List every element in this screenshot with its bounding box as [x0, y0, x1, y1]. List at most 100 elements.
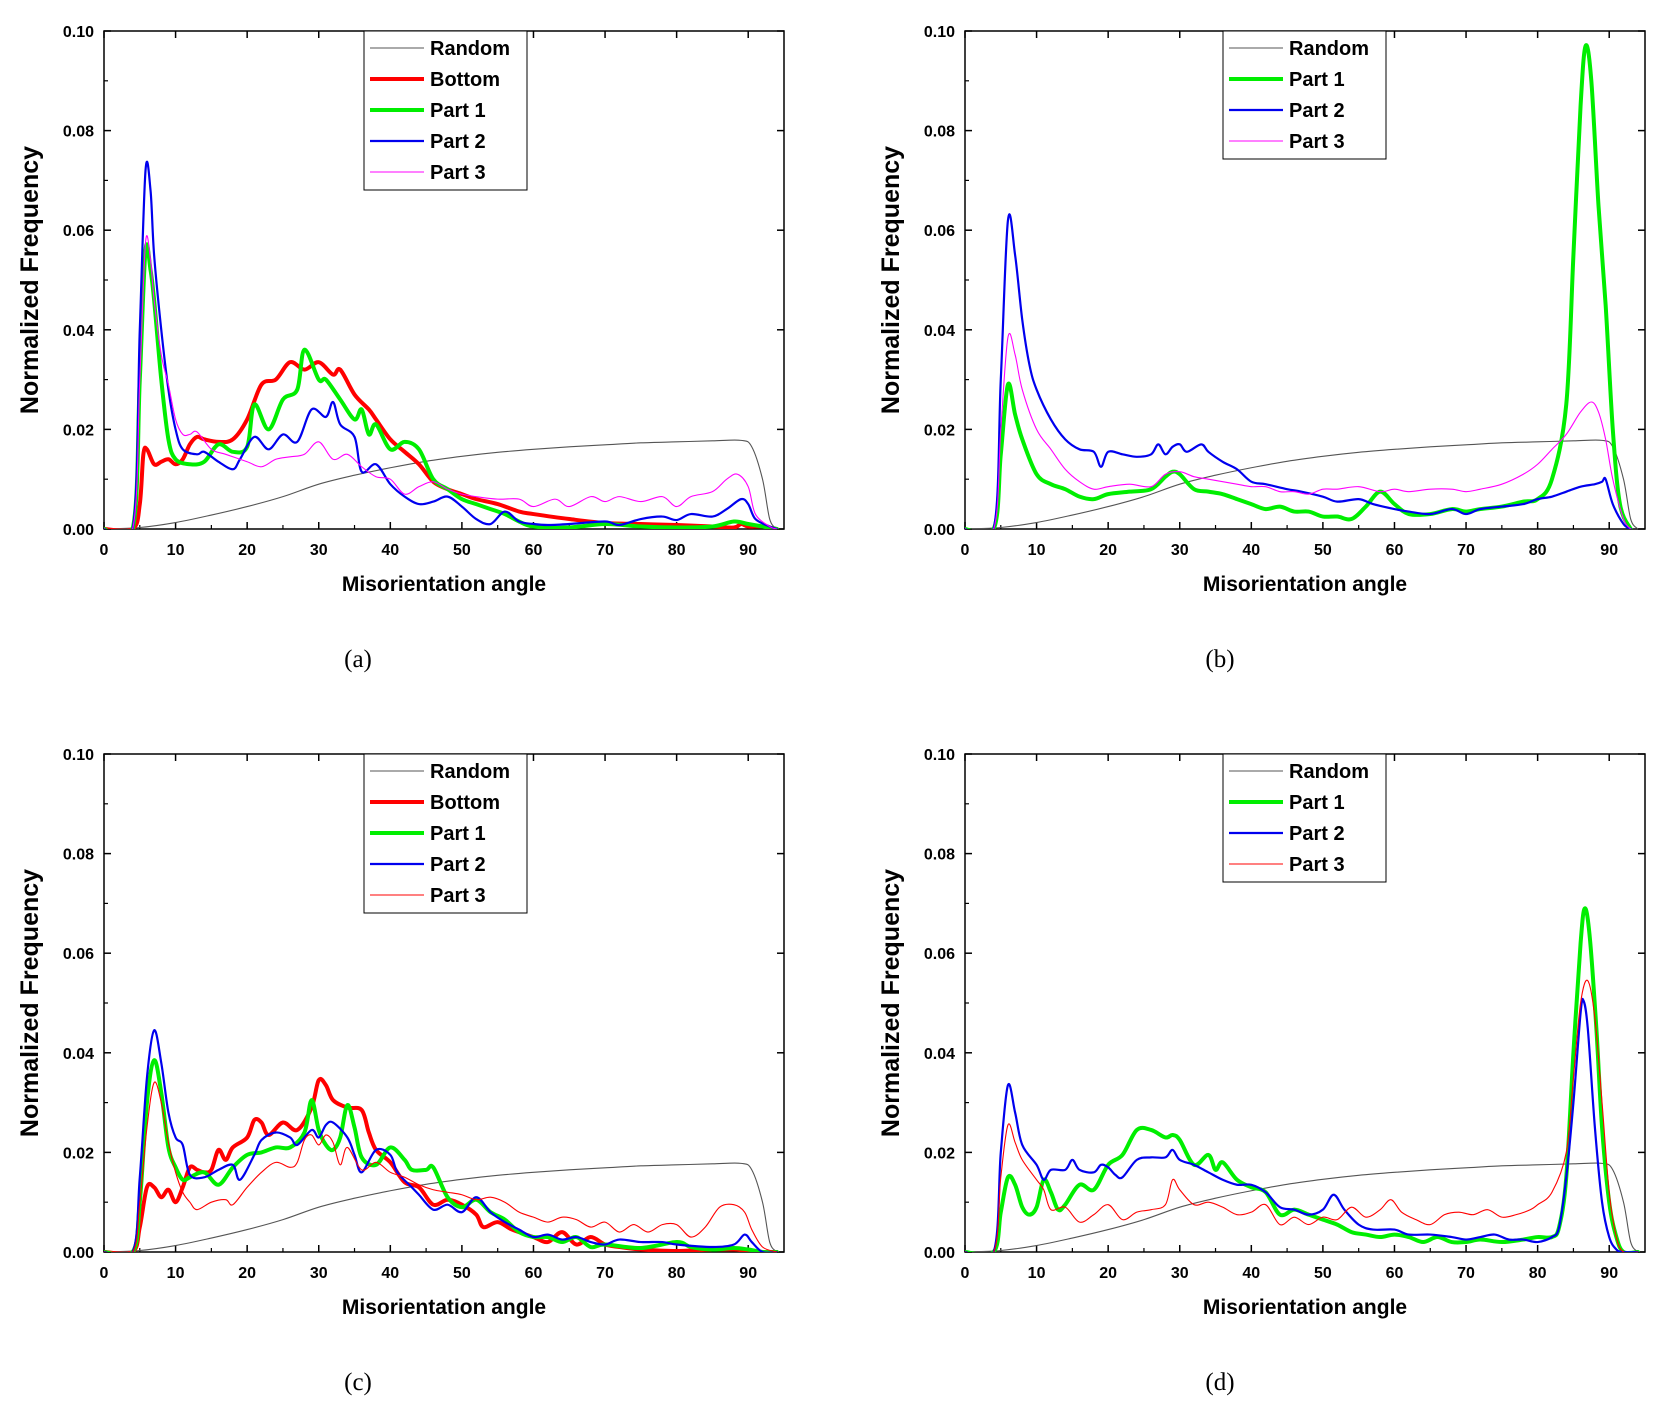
- x-tick-label: 30: [1171, 1265, 1189, 1282]
- y-tick-label: 0.08: [924, 847, 955, 864]
- y-tick-label: 0.06: [924, 946, 955, 963]
- x-tick-label: 50: [453, 1265, 471, 1282]
- x-tick-label: 80: [668, 542, 686, 559]
- y-tick-label: 0.10: [924, 24, 955, 41]
- legend: Random Bottom Part 1 Part 2 Part 3: [363, 753, 528, 914]
- series-line-part-2: [104, 1029, 778, 1252]
- x-tick-label: 0: [100, 1265, 109, 1282]
- panel-caption: (d): [1205, 1369, 1234, 1396]
- series-line-part-1: [104, 242, 779, 529]
- series-line-part-3: [104, 235, 778, 529]
- series-line-bottom: [104, 360, 779, 529]
- y-tick-label: 0.04: [63, 1046, 94, 1063]
- legend-label: Part 1: [1289, 792, 1345, 814]
- y-axis-title: Normalized Frequency: [877, 146, 905, 414]
- x-tick-label: 70: [1457, 1265, 1475, 1282]
- x-tick-label: 10: [1028, 1265, 1046, 1282]
- x-tick-label: 60: [525, 542, 543, 559]
- x-tick-label: 60: [1386, 1265, 1404, 1282]
- chart-panel-d: 0 10 20 30 40 50 60 70 80 90 0.00 0.02 0.04 0.06 0.08 0…: [877, 747, 1646, 1396]
- y-tick-label: 0.02: [63, 422, 94, 439]
- x-tick-label: 70: [596, 542, 614, 559]
- x-tick-label: 10: [167, 542, 185, 559]
- x-axis-title: Misorientation angle: [342, 573, 546, 596]
- y-tick-label: 0.04: [63, 323, 94, 340]
- legend-label: Random: [1289, 38, 1369, 60]
- legend: Random Bottom Part 1 Part 2 Part 3: [363, 30, 528, 191]
- series-line-part-1: [104, 1058, 779, 1252]
- chart-panel-c: 0 10 20 30 40 50 60 70 80 90 0.00 0.02 0.04 0.06 0.08 0…: [16, 747, 785, 1396]
- x-tick-label: 80: [668, 1265, 686, 1282]
- x-tick-label: 80: [1529, 542, 1547, 559]
- panel-caption: (b): [1205, 646, 1234, 673]
- x-tick-label: 70: [596, 1265, 614, 1282]
- legend-label: Part 2: [430, 131, 486, 153]
- y-tick-label: 0.08: [63, 847, 94, 864]
- x-tick-label: 10: [167, 1265, 185, 1282]
- legend-label: Part 1: [1289, 69, 1345, 91]
- y-axis-title: Normalized Frequency: [877, 869, 905, 1137]
- y-tick-label: 0.06: [63, 946, 94, 963]
- series-line-part-2: [104, 160, 778, 529]
- legend-label: Part 2: [1289, 823, 1345, 845]
- y-tick-label: 0.04: [924, 1046, 955, 1063]
- y-tick-label: 0.02: [924, 422, 955, 439]
- legend-label: Random: [430, 761, 510, 783]
- y-axis-title: Normalized Frequency: [16, 869, 44, 1137]
- y-tick-label: 0.00: [63, 522, 94, 539]
- chart-panel-b: 0 10 20 30 40 50 60 70 80 90 0.00 0.02 0.04 0.06 0.08 0…: [877, 24, 1646, 673]
- x-tick-label: 40: [381, 1265, 399, 1282]
- x-tick-label: 30: [310, 1265, 328, 1282]
- legend: Random Part 1 Part 2 Part 3: [1222, 30, 1387, 160]
- panel-caption: (a): [344, 646, 372, 673]
- y-tick-label: 0.10: [63, 24, 94, 41]
- legend-label: Random: [1289, 761, 1369, 783]
- x-tick-label: 30: [310, 542, 328, 559]
- x-tick-label: 90: [739, 542, 757, 559]
- legend-label: Part 3: [430, 885, 486, 907]
- x-tick-label: 20: [1099, 542, 1117, 559]
- y-tick-label: 0.00: [63, 1245, 94, 1262]
- legend-label: Bottom: [430, 792, 500, 814]
- x-tick-label: 50: [1314, 1265, 1332, 1282]
- x-tick-label: 80: [1529, 1265, 1547, 1282]
- x-tick-label: 40: [381, 542, 399, 559]
- series-line-part-2: [965, 997, 1639, 1252]
- series-line-random: [104, 439, 778, 529]
- series-line-random: [965, 439, 1639, 529]
- x-axis-title: Misorientation angle: [1203, 573, 1407, 596]
- x-tick-label: 10: [1028, 542, 1046, 559]
- x-tick-label: 0: [961, 1265, 970, 1282]
- x-tick-label: 30: [1171, 542, 1189, 559]
- x-tick-label: 20: [238, 542, 256, 559]
- legend: Random Part 1 Part 2 Part 3: [1222, 753, 1387, 883]
- x-axis-title: Misorientation angle: [1203, 1296, 1407, 1319]
- x-tick-label: 70: [1457, 542, 1475, 559]
- chart-panel-a: 0 10 20 30 40 50 60 70 80 90 0.00 0.02 0.04 0.06 0.08 0…: [16, 24, 785, 673]
- y-tick-label: 0.00: [924, 1245, 955, 1262]
- legend-label: Part 3: [1289, 854, 1345, 876]
- x-tick-label: 0: [961, 542, 970, 559]
- x-tick-label: 60: [1386, 542, 1404, 559]
- x-tick-label: 50: [453, 542, 471, 559]
- y-tick-label: 0.02: [924, 1145, 955, 1162]
- y-tick-label: 0.06: [63, 223, 94, 240]
- y-tick-label: 0.02: [63, 1145, 94, 1162]
- series-line-part-3: [965, 979, 1639, 1252]
- x-tick-label: 90: [739, 1265, 757, 1282]
- y-tick-label: 0.08: [63, 124, 94, 141]
- y-tick-label: 0.10: [924, 747, 955, 764]
- legend-label: Part 3: [1289, 131, 1345, 153]
- legend-box: [1222, 753, 1387, 883]
- y-tick-label: 0.04: [924, 323, 955, 340]
- legend-label: Part 1: [430, 823, 486, 845]
- y-tick-label: 0.08: [924, 124, 955, 141]
- y-tick-label: 0.00: [924, 522, 955, 539]
- series-line-part-1: [965, 43, 1633, 529]
- series-line-part-2: [965, 213, 1632, 529]
- x-tick-label: 50: [1314, 542, 1332, 559]
- series-line-bottom: [104, 1077, 779, 1252]
- legend-label: Part 3: [430, 162, 486, 184]
- panel-caption: (c): [344, 1369, 372, 1396]
- x-axis-title: Misorientation angle: [342, 1296, 546, 1319]
